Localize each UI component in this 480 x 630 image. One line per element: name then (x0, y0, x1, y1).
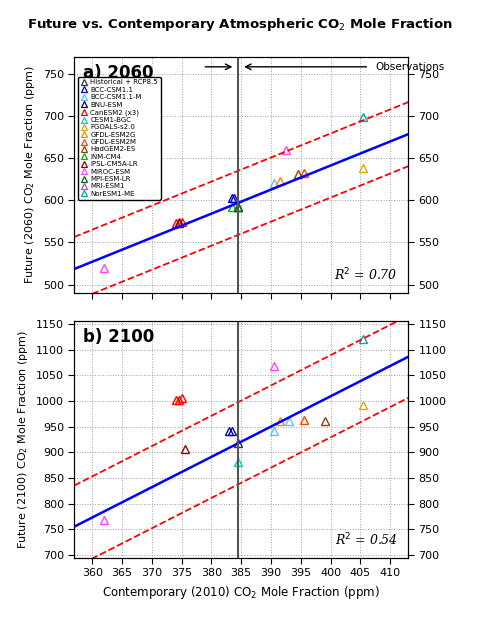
Y-axis label: Future (2060) CO$_2$ Mole Fraction (ppm): Future (2060) CO$_2$ Mole Fraction (ppm) (24, 66, 37, 284)
Legend: Historical + RCP8.5, BCC-CSM1.1, BCC-CSM1.1-M, BNU-ESM, CanESM2 (x3), CESM1-BGC,: Historical + RCP8.5, BCC-CSM1.1, BCC-CSM… (78, 77, 161, 200)
Text: R$^2$ = 0.70: R$^2$ = 0.70 (335, 267, 398, 284)
Text: Future vs. Contemporary Atmospheric CO$_2$ Mole Fraction: Future vs. Contemporary Atmospheric CO$_… (27, 16, 453, 33)
Text: a) 2060: a) 2060 (83, 64, 153, 82)
Y-axis label: Future (2100) CO$_2$ Mole Fraction (ppm): Future (2100) CO$_2$ Mole Fraction (ppm) (16, 330, 30, 549)
Text: Observations: Observations (375, 62, 444, 72)
X-axis label: Contemporary (2010) CO$_2$ Mole Fraction (ppm): Contemporary (2010) CO$_2$ Mole Fraction… (102, 583, 380, 600)
Text: R$^2$ = 0.54: R$^2$ = 0.54 (335, 532, 398, 548)
Text: b) 2100: b) 2100 (83, 328, 154, 347)
